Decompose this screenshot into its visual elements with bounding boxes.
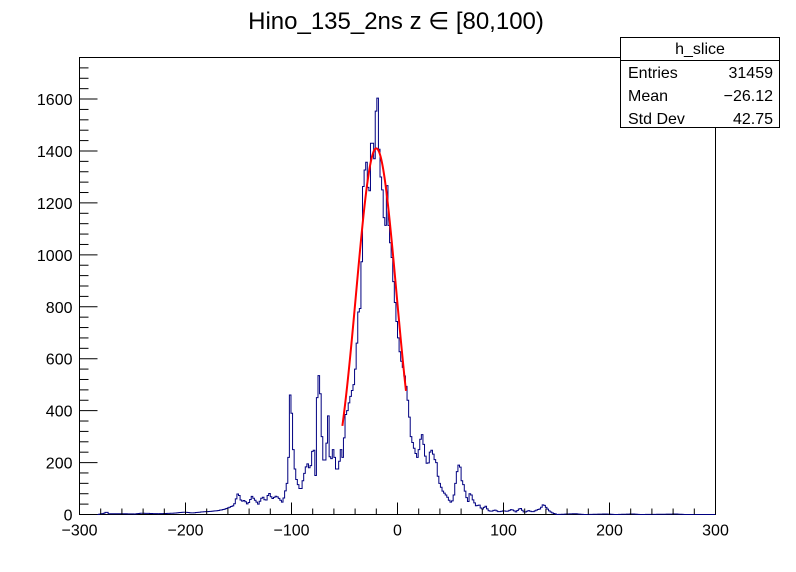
y-tick-label: 400: [46, 404, 73, 421]
x-axis: −300 −200 −100 0 100 200 300: [61, 502, 729, 540]
stats-entries-value: 31459: [729, 65, 774, 82]
x-tick-label: 200: [596, 523, 623, 540]
stats-mean-label: Mean: [628, 88, 668, 105]
stats-entries-label: Entries: [628, 65, 678, 82]
x-tick-label: 0: [393, 523, 402, 540]
y-tick-label: 0: [64, 508, 73, 525]
stats-stddev-label: Std Dev: [628, 111, 685, 128]
y-axis: 0 200 400 600 800 1000 1200 1400 1600: [37, 57, 98, 525]
chart-title: Hino_135_2ns z ∈ [80,100): [248, 8, 544, 35]
x-tick-label: 300: [702, 523, 729, 540]
x-tick-label: −300: [61, 523, 97, 540]
x-tick-label: −100: [273, 523, 309, 540]
y-tick-label: 1600: [37, 92, 73, 109]
stats-mean-value: −26.12: [724, 88, 773, 105]
y-tick-label: 1200: [37, 196, 73, 213]
stats-box: h_slice Entries 31459 Mean −26.12 Std De…: [620, 37, 780, 128]
y-tick-label: 1400: [37, 144, 73, 161]
stats-stddev-value: 42.75: [733, 111, 773, 128]
y-tick-label: 600: [46, 352, 73, 369]
y-tick-label: 800: [46, 300, 73, 317]
x-tick-label: −200: [167, 523, 203, 540]
x-tick-label: 100: [490, 523, 517, 540]
gaussian-fit-line: [341, 147, 407, 426]
y-tick-label: 200: [46, 456, 73, 473]
stats-box-frame: [620, 37, 780, 128]
plot-area: −300 −200 −100 0 100 200 300 0 200 400 600 800 1000…: [37, 57, 729, 540]
y-tick-label: 1000: [37, 248, 73, 265]
stats-box-name: h_slice: [675, 41, 725, 58]
fit-curve: [341, 147, 407, 426]
